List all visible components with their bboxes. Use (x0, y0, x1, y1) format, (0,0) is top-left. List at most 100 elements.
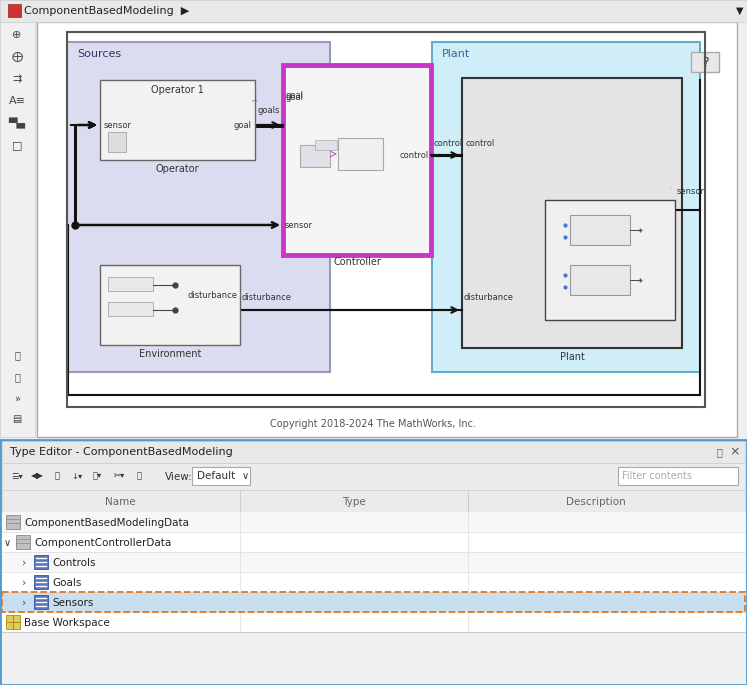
Bar (100, 80, 255, 160)
Text: View:: View: (165, 472, 193, 482)
Bar (2, 532, 745, 552)
Text: A≡: A≡ (8, 96, 25, 106)
Bar (0, 0, 747, 22)
Bar (67, 42, 330, 372)
Text: ▤: ▤ (13, 414, 22, 424)
Text: sensor: sensor (285, 221, 313, 229)
Bar (2, 552, 745, 572)
Bar (0, 440, 747, 685)
Text: Base Workspace: Base Workspace (24, 618, 110, 628)
Text: Operator 1: Operator 1 (151, 85, 203, 95)
Text: goals: goals (258, 105, 280, 114)
Text: Controller: Controller (333, 257, 381, 267)
Text: 📋: 📋 (137, 471, 141, 480)
Text: ☰▾: ☰▾ (11, 471, 23, 480)
Text: ⓘ: ⓘ (716, 447, 722, 457)
Bar (2, 592, 745, 612)
Bar (300, 145, 330, 167)
Text: ›: › (22, 558, 26, 568)
Bar (2, 572, 745, 592)
Text: Type: Type (342, 497, 366, 507)
Bar (34, 555, 48, 569)
Text: »: » (14, 394, 20, 404)
Text: sensor: sensor (104, 121, 132, 129)
Bar (570, 265, 630, 295)
Bar (2, 512, 745, 532)
Text: Environment: Environment (139, 349, 201, 359)
Text: disturbance: disturbance (188, 290, 238, 299)
Text: disturbance: disturbance (464, 293, 514, 302)
Bar (108, 277, 153, 291)
Text: ▼: ▼ (737, 6, 744, 16)
Bar (88, 466, 106, 486)
Bar (570, 215, 630, 245)
Bar (48, 466, 66, 486)
Text: ✂▾: ✂▾ (114, 471, 125, 480)
Text: ComponentControllerData: ComponentControllerData (34, 538, 171, 548)
Text: ⨁: ⨁ (11, 52, 22, 62)
Bar (618, 467, 738, 485)
Text: Name: Name (105, 497, 135, 507)
Text: ↓▾: ↓▾ (72, 471, 83, 480)
Bar (108, 302, 153, 316)
Bar (110, 466, 128, 486)
Text: ⇉: ⇉ (12, 74, 22, 84)
Text: ›: › (22, 578, 26, 588)
Bar (67, 32, 705, 407)
Bar (37, 22, 737, 437)
Text: Plant: Plant (442, 49, 471, 59)
Text: 📷: 📷 (14, 350, 20, 360)
Text: ∨: ∨ (4, 538, 11, 548)
Bar (2, 490, 745, 512)
Text: ▀▄: ▀▄ (8, 117, 25, 129)
Bar (16, 535, 30, 549)
Bar (338, 138, 383, 170)
Text: Sources: Sources (77, 49, 121, 59)
Text: disturbance: disturbance (242, 293, 292, 302)
Text: Description: Description (566, 497, 626, 507)
Text: goal: goal (285, 92, 303, 101)
Text: sensor: sensor (677, 187, 705, 196)
Bar (68, 466, 86, 486)
Text: Copyright 2018-2024 The MathWorks, Inc.: Copyright 2018-2024 The MathWorks, Inc. (270, 419, 476, 429)
Text: ×: × (730, 445, 740, 458)
Bar (34, 595, 48, 609)
Bar (283, 65, 431, 255)
Text: control: control (465, 139, 495, 148)
Text: ~: ~ (250, 97, 257, 106)
Bar (2, 592, 745, 612)
Bar (34, 575, 48, 589)
Text: ⊕: ⊕ (12, 30, 22, 40)
Bar (315, 140, 337, 150)
Bar (2, 612, 745, 632)
Text: Default: Default (197, 471, 235, 481)
Text: ∨: ∨ (241, 471, 249, 481)
Bar (28, 466, 46, 486)
Text: □: □ (12, 140, 22, 150)
Text: 💾▾: 💾▾ (93, 471, 102, 480)
Text: ComponentBasedModeling  ▶: ComponentBasedModeling ▶ (24, 6, 189, 16)
Text: Sensors: Sensors (52, 598, 93, 608)
Bar (6, 515, 20, 529)
Text: Goals: Goals (52, 578, 81, 588)
Text: Filter contents: Filter contents (622, 471, 692, 481)
Bar (462, 78, 682, 348)
Bar (691, 52, 719, 72)
Text: goal: goal (285, 90, 303, 99)
Bar (2, 463, 745, 490)
Text: Operator: Operator (155, 164, 199, 174)
Bar (108, 132, 126, 152)
Bar (545, 200, 675, 320)
Bar (0, 22, 35, 437)
Bar (130, 466, 148, 486)
Bar (0, 0, 747, 437)
Text: ?: ? (701, 55, 708, 68)
Bar (8, 4, 21, 17)
Text: 🗑: 🗑 (55, 471, 60, 480)
Bar (192, 467, 250, 485)
Text: Controls: Controls (52, 558, 96, 568)
Text: goal: goal (233, 121, 251, 129)
Bar (432, 42, 700, 372)
Bar (100, 265, 240, 345)
Text: ◀▶: ◀▶ (31, 471, 43, 480)
